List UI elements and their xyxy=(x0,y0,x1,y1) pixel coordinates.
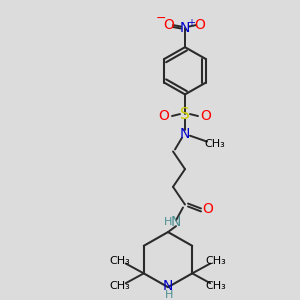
Text: S: S xyxy=(180,106,190,122)
Text: N: N xyxy=(163,279,173,293)
Text: H: H xyxy=(164,217,172,227)
Text: O: O xyxy=(164,18,174,32)
Text: −: − xyxy=(156,12,166,25)
Text: +: + xyxy=(187,18,195,28)
Text: N: N xyxy=(180,127,190,141)
Text: O: O xyxy=(195,18,206,32)
Text: CH₃: CH₃ xyxy=(205,139,225,148)
Text: O: O xyxy=(159,109,170,123)
Text: N: N xyxy=(180,20,190,34)
Text: N: N xyxy=(171,215,181,229)
Text: O: O xyxy=(201,109,212,123)
Text: CH₃: CH₃ xyxy=(206,281,226,291)
Text: CH₃: CH₃ xyxy=(206,256,226,266)
Text: CH₃: CH₃ xyxy=(110,281,130,291)
Text: H: H xyxy=(165,290,173,300)
Text: O: O xyxy=(202,202,213,217)
Text: CH₃: CH₃ xyxy=(110,256,130,266)
